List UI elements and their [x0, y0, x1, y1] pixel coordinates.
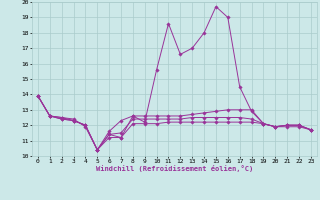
- X-axis label: Windchill (Refroidissement éolien,°C): Windchill (Refroidissement éolien,°C): [96, 165, 253, 172]
